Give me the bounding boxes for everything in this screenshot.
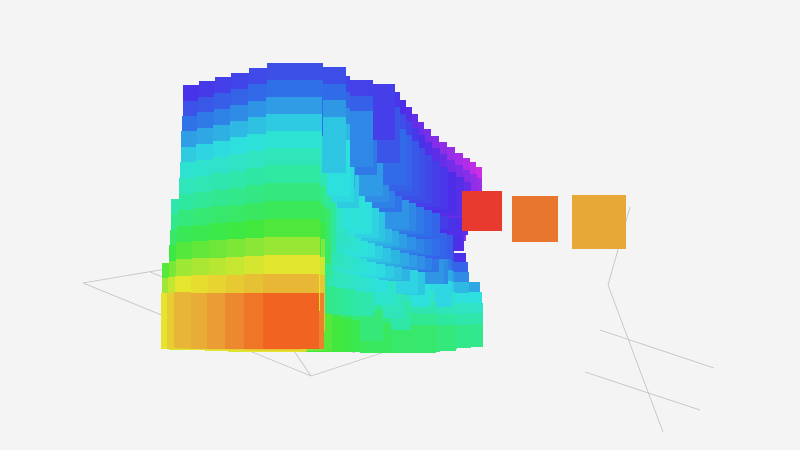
largest-marker [572, 195, 626, 249]
scatter-marker [262, 292, 319, 349]
second-largest-marker [512, 196, 558, 242]
red-cluster-marker [462, 191, 502, 231]
